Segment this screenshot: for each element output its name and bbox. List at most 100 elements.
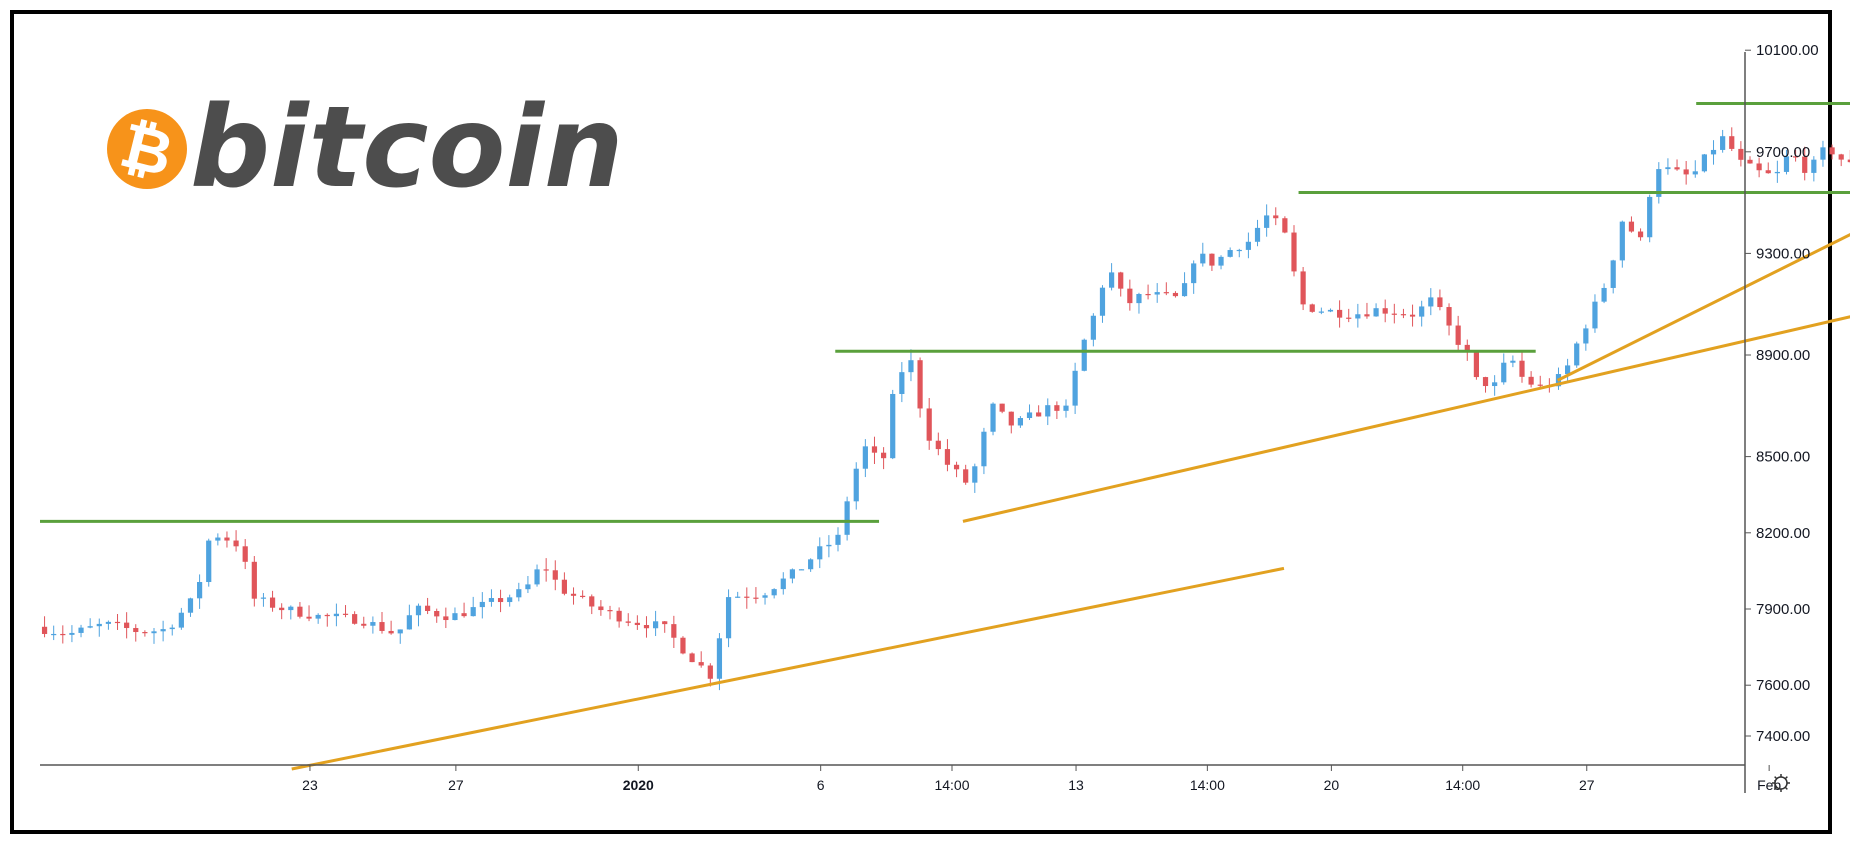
x-tick-label: 2020: [623, 777, 654, 793]
candle-body: [707, 665, 713, 679]
candle-body: [1282, 218, 1288, 233]
candle-body: [1583, 328, 1589, 344]
candle-body: [1692, 171, 1698, 175]
candle-body: [570, 593, 577, 596]
candle-body: [653, 621, 659, 629]
candle-body: [406, 615, 412, 630]
candle-body: [780, 578, 786, 590]
candle-body: [1109, 272, 1115, 288]
candle-body: [233, 540, 239, 547]
candle-body: [215, 537, 221, 541]
candle-body: [972, 466, 978, 483]
candle-body: [1273, 215, 1279, 219]
candle-body: [1400, 314, 1407, 316]
candle-body: [999, 403, 1005, 412]
trend-line: [291, 566, 1285, 771]
candle-body: [917, 360, 923, 409]
candle-body: [342, 613, 349, 615]
trend-line: [1556, 232, 1850, 382]
candle-body: [415, 605, 422, 616]
candle-body: [488, 598, 495, 602]
candle-body: [853, 468, 859, 502]
candle-body: [434, 611, 440, 617]
candle-body: [1647, 196, 1653, 238]
candle-body: [798, 569, 805, 571]
candle-body: [1519, 360, 1525, 377]
candle-body: [981, 431, 987, 467]
candle-body: [124, 622, 130, 629]
candles: [41, 127, 1850, 691]
candle-body: [1318, 311, 1324, 313]
y-tick-label: 7600.00: [1756, 677, 1810, 694]
candle-body: [1163, 292, 1169, 294]
candle-body: [1063, 405, 1069, 411]
candle-body: [1081, 339, 1087, 371]
candle-body: [452, 613, 458, 621]
candle-body: [698, 662, 704, 666]
candle-body: [1838, 154, 1844, 160]
candle-body: [643, 625, 650, 629]
candle-body: [762, 595, 768, 598]
candle-body: [1820, 147, 1826, 160]
candle-body: [160, 629, 166, 632]
candle-body: [187, 598, 194, 613]
candle-body: [716, 638, 723, 679]
candle-body: [1710, 149, 1717, 155]
x-tick-label: 14:00: [934, 777, 969, 793]
y-tick-label: 8200.00: [1756, 525, 1810, 542]
candle-body: [899, 372, 905, 394]
candle-body: [1482, 377, 1489, 387]
candle-body: [871, 446, 878, 453]
bitcoin-wordmark: bitcoin: [190, 83, 624, 213]
candle-body: [1428, 297, 1434, 307]
y-tick-label: 8900.00: [1756, 347, 1810, 364]
candle-body: [1610, 260, 1616, 288]
candle-body: [1291, 232, 1297, 272]
plot-area: [40, 102, 1850, 771]
candle-body: [1054, 405, 1060, 411]
candle-body: [1127, 288, 1133, 304]
candle-body: [835, 534, 841, 545]
candle-body: [1337, 309, 1343, 318]
candle-body: [251, 561, 257, 599]
candle-body: [1501, 362, 1507, 383]
candle-body: [1565, 365, 1571, 375]
candle-body: [862, 446, 868, 469]
candle-body: [1464, 344, 1470, 352]
y-axis-ticks: 7400.00 7600.00 7900.00 8200.00 8500.00 8900.…: [1745, 42, 1819, 745]
candle-body: [953, 464, 960, 470]
candle-body: [197, 582, 203, 599]
candle-body: [78, 627, 84, 633]
gear-icon-tooth: [1784, 786, 1788, 790]
candle-body: [552, 570, 558, 580]
candle-body: [1592, 301, 1598, 329]
y-tick-label: 9700.00: [1756, 144, 1810, 161]
candle-body: [1072, 370, 1078, 406]
settings-button[interactable]: [1772, 774, 1790, 792]
candle-body: [151, 631, 157, 634]
candle-body: [1245, 241, 1251, 250]
candle-body: [1391, 313, 1397, 315]
candle-body: [826, 544, 832, 547]
candle-body: [1026, 412, 1033, 419]
candle-body: [1628, 221, 1635, 232]
candle-body: [890, 393, 896, 459]
candle-body: [543, 569, 549, 571]
candle-body: [1802, 156, 1808, 173]
candle-body: [1346, 317, 1352, 319]
candle-body: [1619, 221, 1625, 261]
candle-body: [1455, 325, 1461, 345]
candle-body: [1209, 253, 1215, 266]
candle-body: [96, 623, 102, 627]
candle-body: [297, 606, 303, 617]
candle-body: [1829, 147, 1835, 155]
candle-body: [206, 540, 212, 583]
candle-body: [789, 569, 795, 579]
candle-body: [625, 621, 631, 623]
candle-body: [352, 614, 358, 624]
bitcoin-logo: ₿ bitcoin: [107, 83, 624, 213]
candle-body: [1765, 170, 1771, 174]
y-tick-label: 10100.00: [1756, 42, 1819, 59]
candle-body: [51, 633, 57, 636]
candle-body: [1145, 293, 1151, 296]
